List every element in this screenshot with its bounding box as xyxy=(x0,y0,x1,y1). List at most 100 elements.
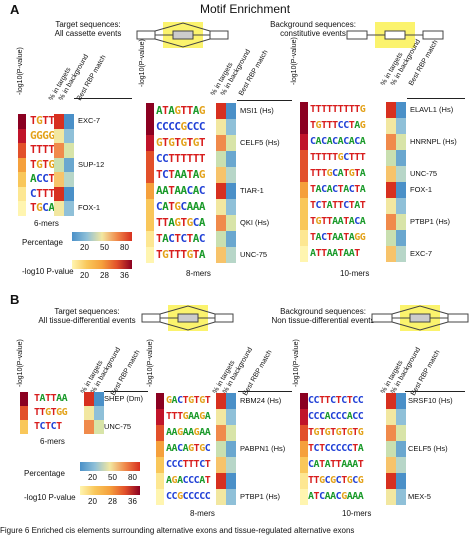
pvalue-cell xyxy=(146,199,154,215)
pct-background-cell xyxy=(226,183,236,199)
motif-logo: TTTTTGCTTT xyxy=(310,152,366,163)
pvalue-cell xyxy=(300,198,308,214)
a6-col-pvalue: -log10(P-value) xyxy=(17,47,24,95)
pct-background-cell xyxy=(226,119,236,135)
pct-targets-cell xyxy=(386,441,396,457)
pct-targets-cell xyxy=(386,409,396,425)
motif-logo: TCTAATAG xyxy=(156,168,206,181)
a10-kmer-label: 10-mers xyxy=(340,269,370,278)
pvalue-cell xyxy=(300,425,308,441)
rbp-match-label: TIAR-1 xyxy=(240,186,264,195)
b10-header-rule xyxy=(405,391,465,392)
pvalue-cell xyxy=(146,183,154,199)
pct-targets-cell xyxy=(386,134,396,150)
pct-background-cell xyxy=(396,473,406,489)
legend-tick-label: 80 xyxy=(128,473,137,482)
b-legend-percentage-title: Percentage xyxy=(24,469,65,478)
pct-targets-cell xyxy=(54,143,64,158)
pct-background-cell xyxy=(396,166,406,182)
pct-background-cell xyxy=(226,167,236,183)
legend-tick-label: 36 xyxy=(128,497,137,506)
motif-logo: TTTGCATGTA xyxy=(310,168,366,179)
pvalue-cell xyxy=(146,151,154,167)
pvalue-cell xyxy=(18,201,26,216)
rbp-match-label: HNRNPL (Hs) xyxy=(410,137,457,146)
pct-targets-cell xyxy=(386,198,396,214)
pct-targets-cell xyxy=(216,425,226,441)
pct-background-cell xyxy=(94,406,104,420)
pct-targets-cell xyxy=(216,489,226,505)
rbp-match-label: SUP-12 xyxy=(78,159,105,169)
pct-targets-cell xyxy=(54,114,64,129)
motif-logo: AATAACAC xyxy=(156,184,206,197)
pct-background-cell xyxy=(396,134,406,150)
motif-logo: TGTTAATACA xyxy=(310,216,366,227)
a-legend-pvalue-bar xyxy=(72,260,132,269)
pct-background-cell xyxy=(396,230,406,246)
figure-caption: Figure 6 Enriched cis elements surroundi… xyxy=(0,526,355,535)
pct-background-cell xyxy=(396,214,406,230)
pct-targets-cell xyxy=(54,128,64,143)
pct-background-cell xyxy=(226,473,236,489)
pct-background-cell xyxy=(226,103,236,119)
pvalue-cell xyxy=(300,102,308,118)
a-legend-pvalue-title: -log10 P-value xyxy=(22,267,74,276)
pct-targets-cell xyxy=(216,457,226,473)
rbp-match-label: FOX-1 xyxy=(78,203,101,213)
motif-logo: CCCCGCCC xyxy=(156,120,206,133)
pct-targets-cell xyxy=(216,103,226,119)
pct-targets-cell xyxy=(216,247,226,263)
panel-a-letter: A xyxy=(10,2,20,17)
pct-background-cell xyxy=(396,150,406,166)
pvalue-cell xyxy=(18,157,26,172)
pct-targets-cell xyxy=(216,231,226,247)
pct-background-cell xyxy=(64,186,74,201)
pct-background-cell xyxy=(226,393,236,409)
pct-background-cell xyxy=(64,114,74,129)
pvalue-cell xyxy=(300,441,308,457)
pvalue-cell xyxy=(156,473,164,489)
a8-col-pvalue: -log10(P-value) xyxy=(139,39,146,87)
pvalue-cell xyxy=(146,231,154,247)
pvalue-cell xyxy=(20,392,28,406)
pvalue-cell xyxy=(300,230,308,246)
pvalue-cell xyxy=(300,246,308,262)
motif-logo: CACACACACA xyxy=(310,136,366,147)
pct-targets-cell xyxy=(386,393,396,409)
pvalue-cell xyxy=(300,134,308,150)
b10-col-pvalue: -log10(P-value) xyxy=(293,339,300,387)
motif-logo: TGTTTGTA xyxy=(156,248,206,261)
b-legend-pvalue-bar xyxy=(80,486,140,495)
pct-targets-cell xyxy=(216,409,226,425)
a-legend-percentage-title: Percentage xyxy=(22,238,63,247)
a6-header-rule xyxy=(74,98,132,99)
pct-background-cell xyxy=(396,118,406,134)
pvalue-cell xyxy=(300,393,308,409)
pvalue-cell xyxy=(300,489,308,505)
pct-targets-cell xyxy=(216,473,226,489)
pct-background-cell xyxy=(226,247,236,263)
pct-targets-cell xyxy=(386,150,396,166)
rbp-match-label: UNC-75 xyxy=(240,250,268,259)
legend-tick-label: 20 xyxy=(88,473,97,482)
motif-logo: ATCAACGAAA xyxy=(308,491,364,502)
rbp-match-label: CELF5 (Hs) xyxy=(240,138,280,147)
pct-background-cell xyxy=(396,198,406,214)
pvalue-cell xyxy=(20,406,28,420)
pvalue-cell xyxy=(156,457,164,473)
pvalue-cell xyxy=(146,135,154,151)
pct-targets-cell xyxy=(386,166,396,182)
legend-tick-label: 20 xyxy=(80,271,89,280)
pct-background-cell xyxy=(226,199,236,215)
pct-targets-cell xyxy=(216,151,226,167)
pvalue-cell xyxy=(146,247,154,263)
pct-targets-cell xyxy=(216,199,226,215)
pct-targets-cell xyxy=(386,102,396,118)
pct-background-cell xyxy=(396,409,406,425)
legend-tick-label: 28 xyxy=(108,497,117,506)
motif-logo: ATAGTTAG xyxy=(156,104,206,117)
motif-logo: TTGCGCTGCG xyxy=(308,475,364,486)
pct-targets-cell xyxy=(386,246,396,262)
panel-a-target-label: Target sequences: All cassette events xyxy=(54,20,122,38)
pvalue-cell xyxy=(300,182,308,198)
